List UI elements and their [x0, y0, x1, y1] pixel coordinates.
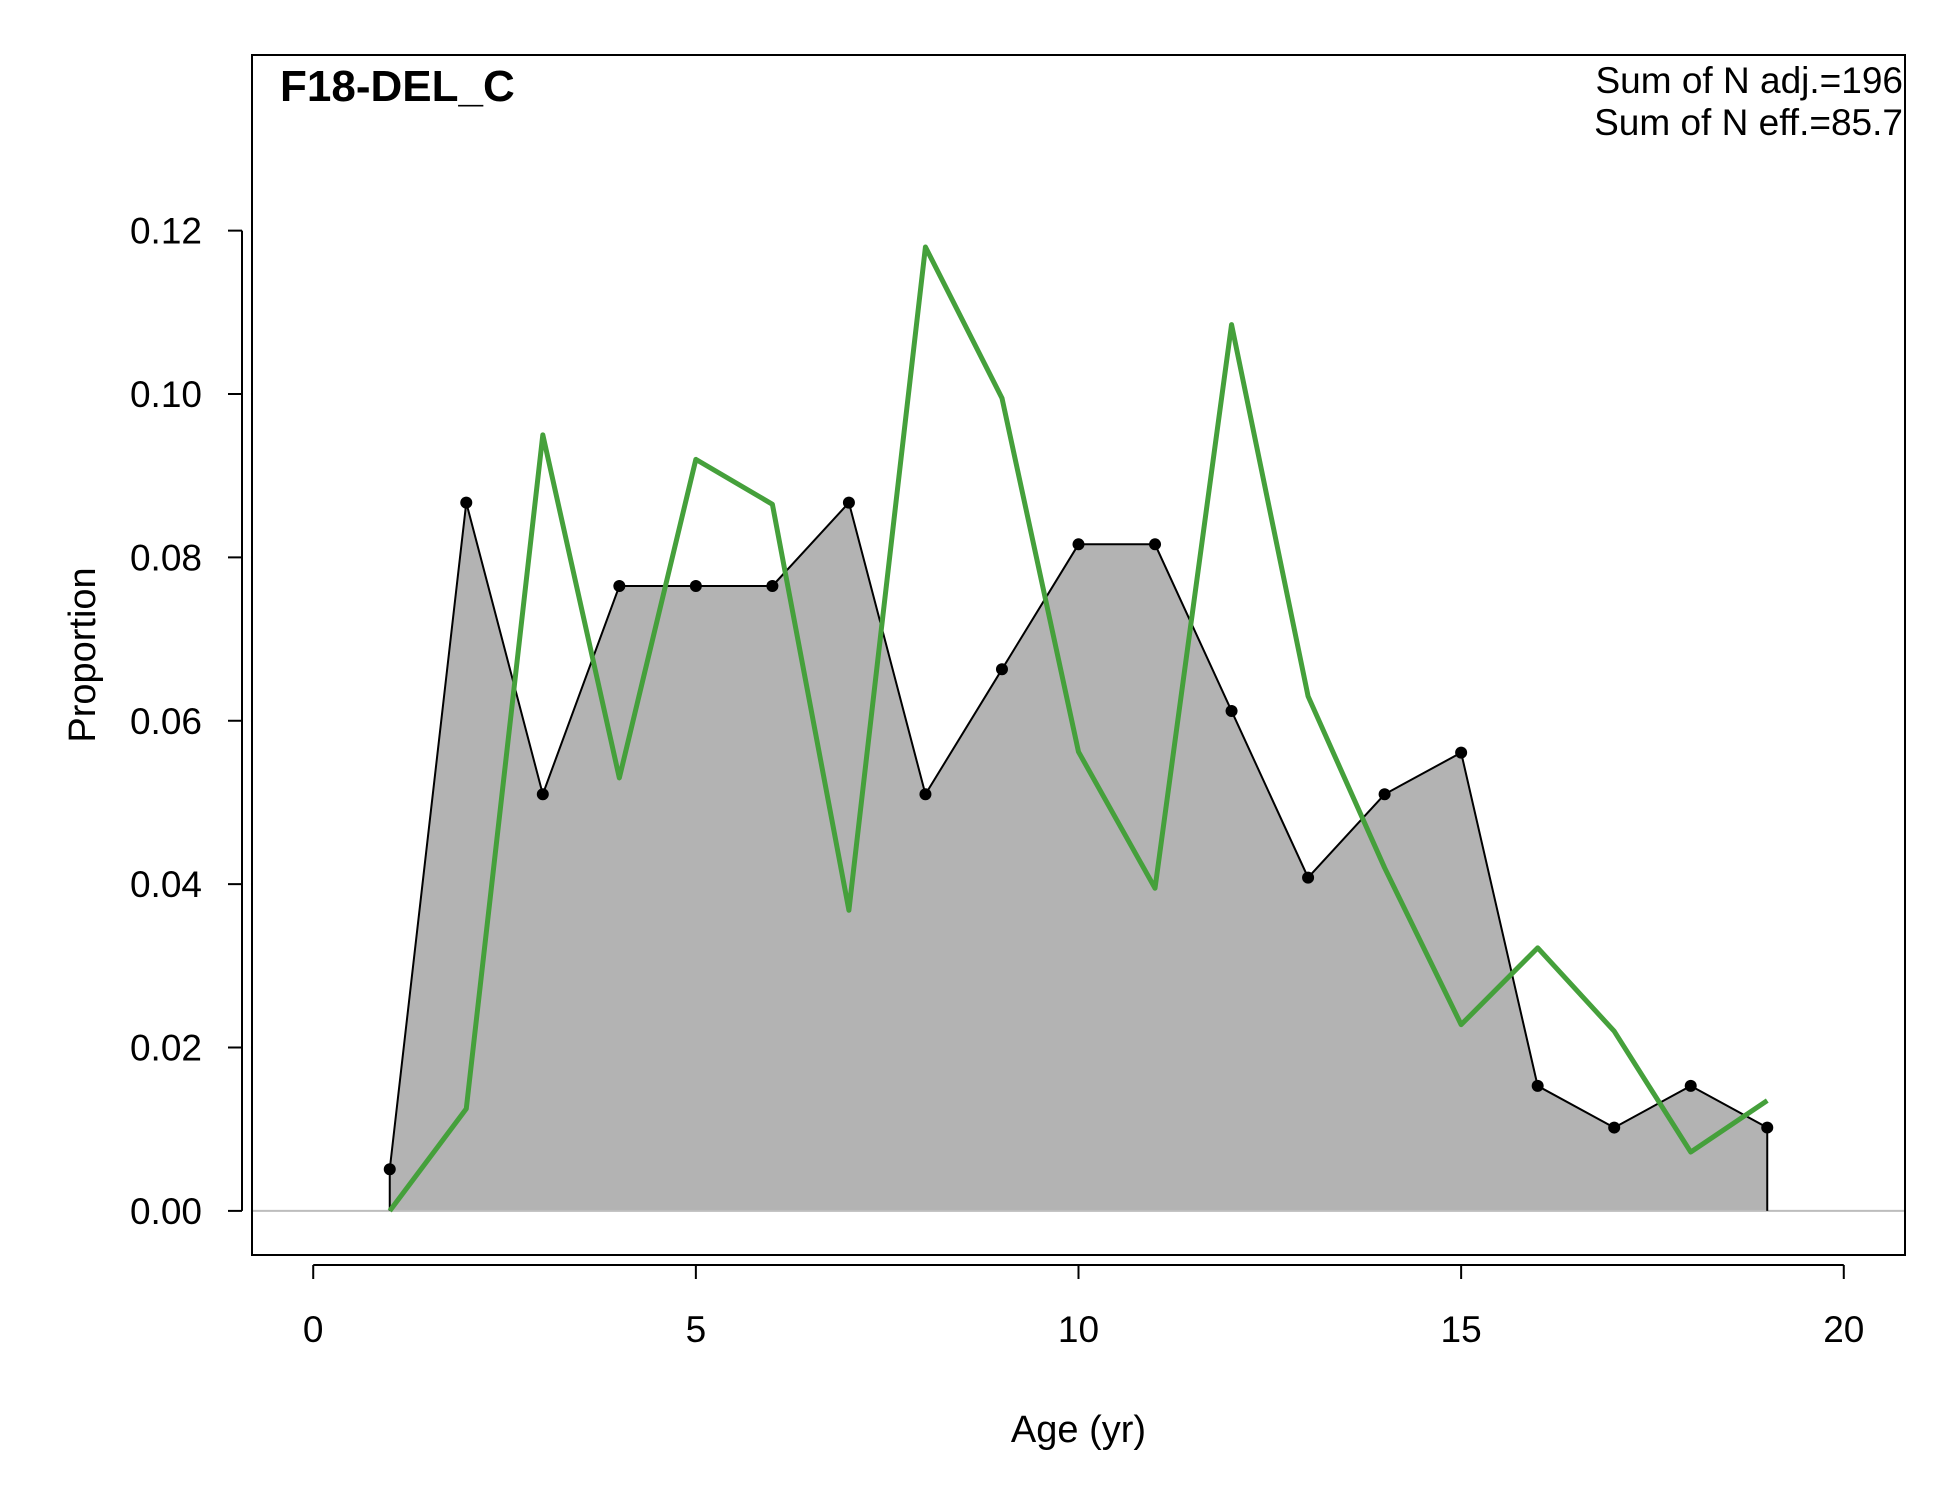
observed-point	[1685, 1080, 1697, 1092]
observed-point	[690, 580, 702, 592]
observed-point	[1761, 1122, 1773, 1134]
observed-point	[1149, 538, 1161, 550]
observed-point	[766, 580, 778, 592]
y-tick-label: 0.10	[130, 374, 202, 415]
y-tick-label: 0.04	[130, 864, 202, 905]
observed-point	[1226, 705, 1238, 717]
x-axis-title: Age (yr)	[1011, 1409, 1146, 1451]
panel-title: F18-DEL_C	[280, 62, 515, 111]
observed-point	[384, 1163, 396, 1175]
y-tick-label: 0.06	[130, 701, 202, 742]
observed-point	[1302, 872, 1314, 884]
observed-point	[1608, 1122, 1620, 1134]
observed-point	[1455, 747, 1467, 759]
observed-point	[460, 497, 472, 509]
y-tick-label: 0.02	[130, 1028, 202, 1069]
sum-n-adj-annotation: Sum of N adj.=196	[1596, 60, 1904, 101]
y-tick-label: 0.08	[130, 537, 202, 578]
observed-point	[843, 497, 855, 509]
sum-n-eff-annotation: Sum of N eff.=85.7	[1594, 102, 1903, 143]
observed-point	[1532, 1080, 1544, 1092]
y-axis-title: Proportion	[62, 567, 104, 742]
x-tick-label: 5	[686, 1309, 707, 1350]
observed-point	[1073, 538, 1085, 550]
y-tick-label: 0.00	[130, 1191, 202, 1232]
observed-point	[537, 788, 549, 800]
x-tick-label: 20	[1823, 1309, 1864, 1350]
x-tick-label: 0	[303, 1309, 324, 1350]
observed-point	[919, 788, 931, 800]
y-tick-label: 0.12	[130, 211, 202, 252]
x-tick-label: 10	[1058, 1309, 1099, 1350]
observed-point	[613, 580, 625, 592]
observed-point	[1379, 788, 1391, 800]
x-tick-label: 15	[1441, 1309, 1482, 1350]
observed-point	[996, 663, 1008, 675]
